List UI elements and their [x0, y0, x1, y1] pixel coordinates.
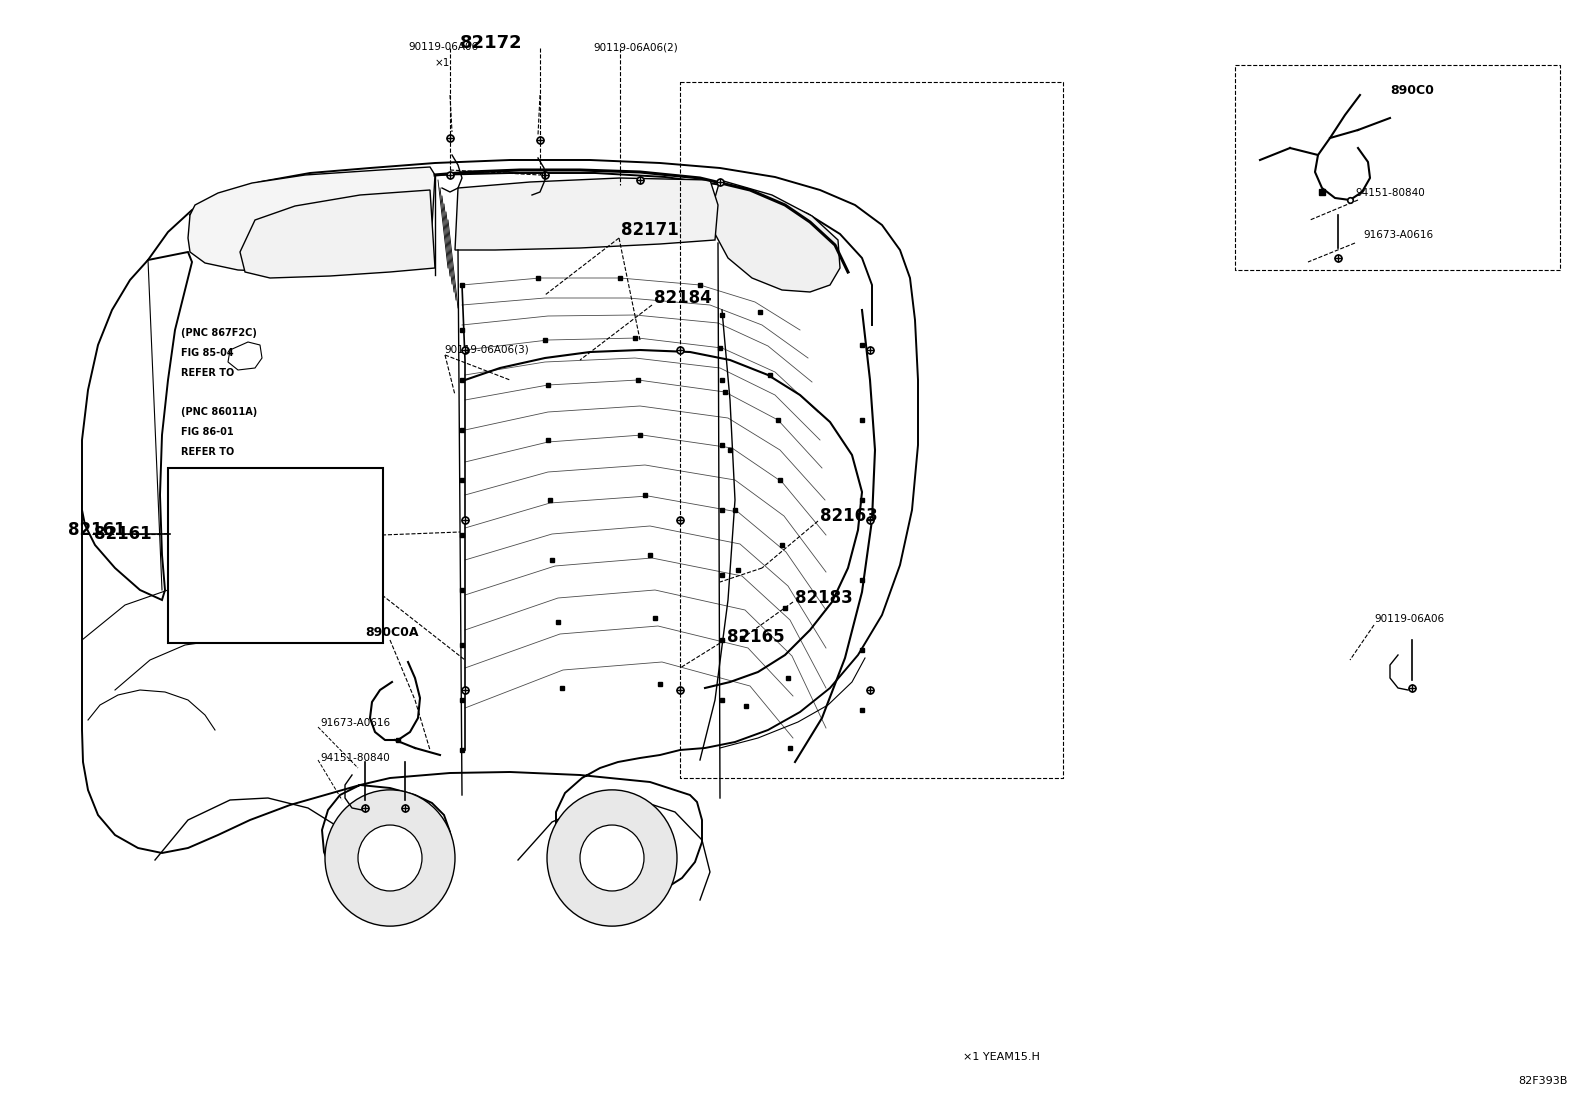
Text: 82171: 82171: [621, 221, 678, 238]
Ellipse shape: [548, 790, 677, 926]
Text: 82183: 82183: [794, 589, 853, 607]
Text: 94151-80840: 94151-80840: [320, 753, 390, 763]
Polygon shape: [228, 342, 263, 370]
Text: REFER TO: REFER TO: [181, 447, 234, 457]
Polygon shape: [83, 252, 193, 600]
Text: 90119-06A06: 90119-06A06: [408, 42, 478, 52]
Text: 82F393B: 82F393B: [1519, 1076, 1568, 1086]
Polygon shape: [188, 167, 435, 271]
Text: 82172: 82172: [460, 34, 522, 52]
Text: REFER TO: REFER TO: [181, 368, 234, 378]
Text: 90119-06A06(3): 90119-06A06(3): [444, 344, 529, 354]
Text: 890C0A: 890C0A: [365, 626, 419, 640]
Polygon shape: [455, 178, 718, 249]
Text: ×1 YEAM15.H: ×1 YEAM15.H: [963, 1052, 1040, 1063]
Polygon shape: [712, 180, 841, 292]
Text: 94151-80840: 94151-80840: [1355, 188, 1425, 198]
Text: 91673-A0616: 91673-A0616: [1363, 230, 1433, 240]
Text: 82163: 82163: [820, 507, 877, 525]
Bar: [169, 468, 384, 643]
Text: 90119-06A06: 90119-06A06: [1374, 614, 1444, 624]
Polygon shape: [240, 190, 435, 278]
Text: FIG 86-01: FIG 86-01: [181, 428, 234, 437]
Ellipse shape: [358, 825, 422, 891]
Text: ×1: ×1: [435, 58, 451, 68]
Text: 82161: 82161: [94, 525, 151, 543]
Text: 82184: 82184: [654, 289, 712, 307]
Text: FIG 85-04: FIG 85-04: [181, 348, 234, 358]
Ellipse shape: [325, 790, 455, 926]
Text: 90119-06A06(2): 90119-06A06(2): [592, 42, 678, 52]
Text: 82165: 82165: [728, 628, 785, 646]
Text: (PNC 867F2C): (PNC 867F2C): [181, 329, 256, 338]
Text: (PNC 86011A): (PNC 86011A): [181, 408, 256, 418]
Text: 890C0: 890C0: [1390, 84, 1434, 97]
Polygon shape: [83, 160, 919, 900]
Ellipse shape: [579, 825, 645, 891]
Text: 91673-A0616: 91673-A0616: [320, 718, 390, 728]
Text: 82161: 82161: [68, 521, 126, 539]
